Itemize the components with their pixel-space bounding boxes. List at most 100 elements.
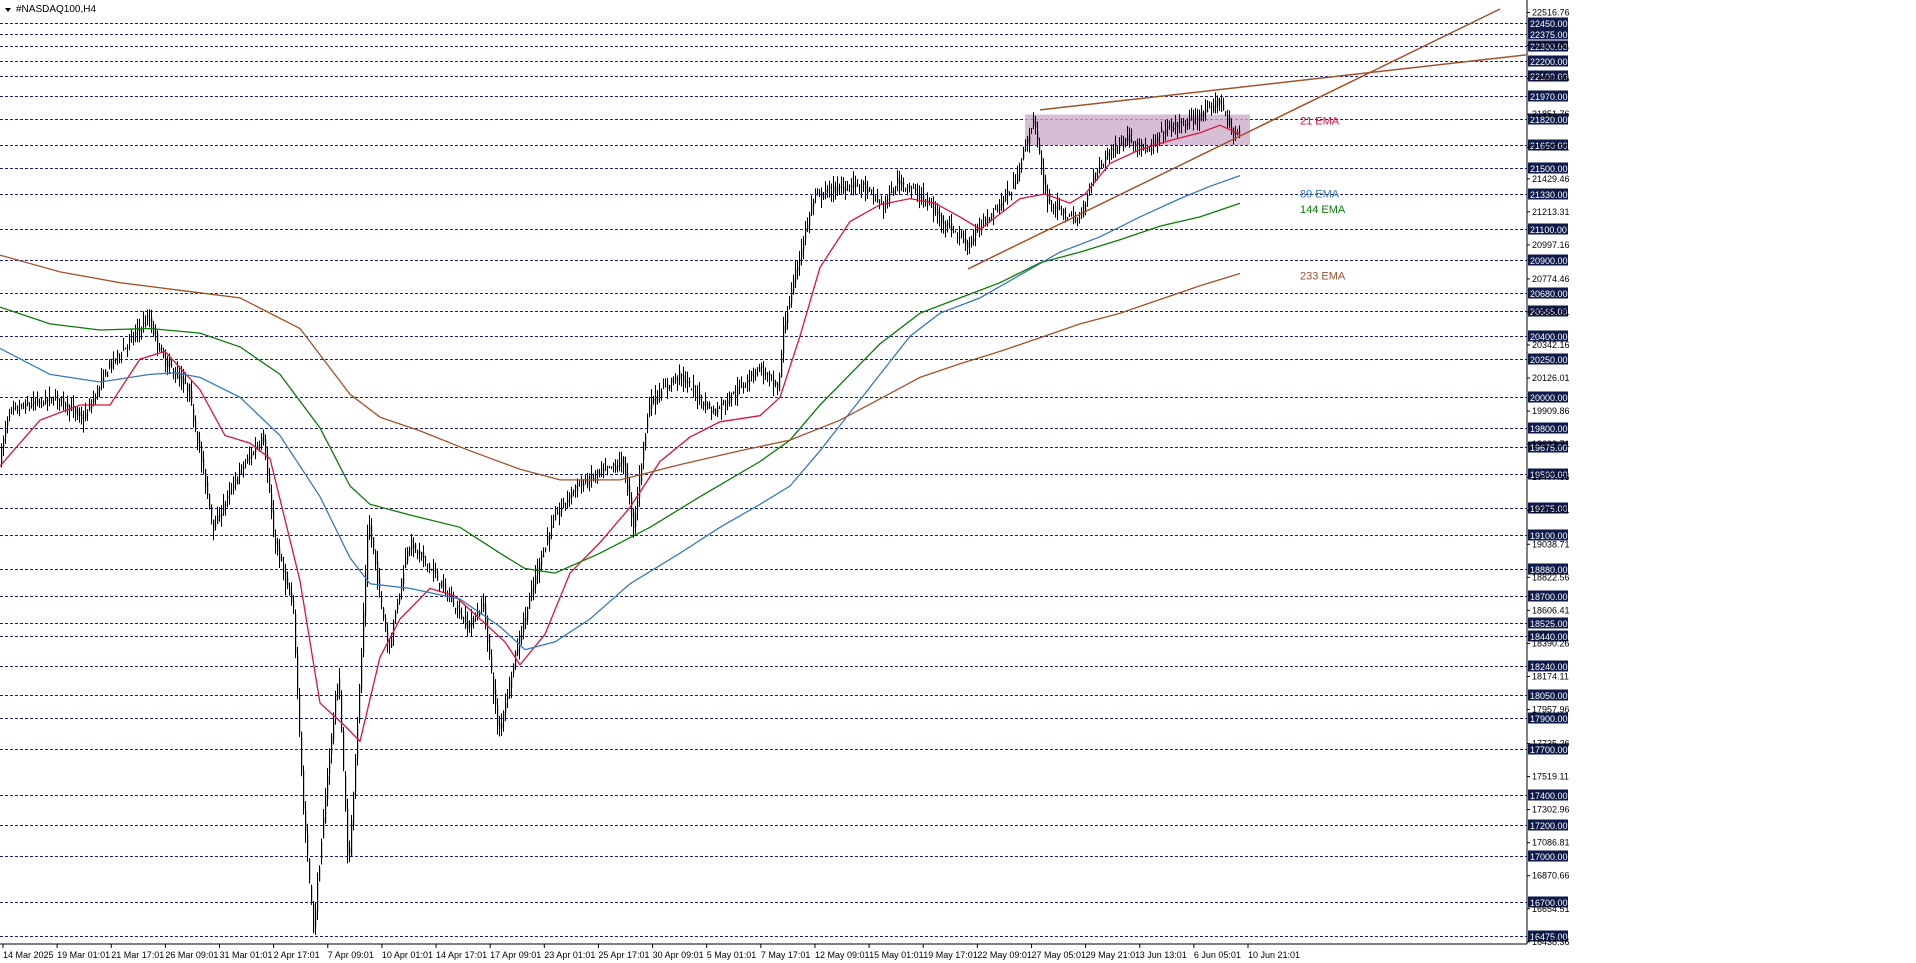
candle-body [1091, 184, 1093, 186]
candle-body [803, 241, 805, 251]
candle-body [741, 385, 743, 387]
level-label-bg [1528, 90, 1568, 102]
candle-body [857, 179, 859, 181]
x-tick-label: 7 Apr 09:01 [328, 950, 374, 960]
candle-body [275, 538, 277, 545]
candle-body [1053, 206, 1055, 208]
candle-body [359, 685, 361, 721]
level-label: 19800.00 [1530, 424, 1568, 434]
candle-body [701, 397, 703, 399]
candle-body [473, 618, 475, 624]
candle-body [1223, 104, 1225, 110]
candle-body [997, 209, 999, 212]
candle-body [1189, 118, 1191, 122]
candle-body [1111, 147, 1113, 151]
level-label: 20900.00 [1530, 256, 1568, 266]
candle-body [691, 389, 693, 391]
candle-body [673, 381, 675, 383]
candle-body [233, 485, 235, 488]
candle-body [1219, 98, 1221, 105]
candle-body [799, 258, 801, 266]
candle-body [39, 401, 41, 404]
candle-body [177, 370, 179, 379]
candle-body [491, 656, 493, 671]
candle-body [1197, 118, 1199, 121]
candle-body [301, 732, 303, 773]
candle-body [505, 702, 507, 714]
candle-body [443, 583, 445, 585]
candle-body [789, 302, 791, 308]
candle-body [845, 187, 847, 191]
level-label: 17200.00 [1530, 821, 1568, 831]
level-label-bg [1528, 287, 1568, 299]
candle-body [371, 526, 373, 540]
candle-body [557, 512, 559, 515]
candle-body [375, 549, 377, 565]
y-tick-label: 21851.76 [1532, 109, 1570, 119]
candle-body [769, 372, 771, 377]
level-label-bg [1528, 254, 1568, 266]
candle-body [455, 608, 457, 610]
candle-body [1139, 145, 1141, 147]
candle-body [1225, 111, 1227, 114]
candle-body [635, 513, 637, 528]
candle-body [597, 469, 599, 475]
candle-body [325, 796, 327, 823]
candle-body [419, 550, 421, 554]
level-label-bg [1528, 630, 1568, 642]
candle-body [953, 231, 955, 233]
candle-body [363, 611, 365, 653]
level-label: 20400.00 [1530, 332, 1568, 342]
level-label-bg [1528, 223, 1568, 235]
candle-body [475, 618, 477, 620]
candle-body [201, 448, 203, 463]
candle-body [943, 222, 945, 225]
candle-body [35, 402, 37, 404]
level-label-bg [1528, 330, 1568, 342]
candle-body [173, 370, 175, 374]
candle-body [167, 359, 169, 368]
candle-body [1143, 147, 1145, 149]
y-tick-label: 19909.86 [1532, 406, 1570, 416]
level-label-bg [1528, 70, 1568, 82]
candle-body [7, 420, 9, 426]
candle-body [1073, 216, 1075, 223]
level-label: 19100.00 [1530, 531, 1568, 541]
candle-body [1155, 139, 1157, 142]
candle-body [231, 490, 233, 492]
candle-body [383, 607, 385, 618]
candle-body [551, 525, 553, 529]
candle-body [259, 445, 261, 448]
y-tick-label: 16438.36 [1532, 937, 1570, 947]
candle-body [109, 361, 111, 368]
candle-body [1207, 109, 1209, 112]
candle-body [1221, 101, 1223, 104]
candle-body [805, 228, 807, 239]
candle-body [723, 401, 725, 403]
candle-body [633, 512, 635, 530]
candle-body [147, 316, 149, 318]
candle-body [577, 482, 579, 492]
candle-body [235, 480, 237, 482]
candle-body [519, 635, 521, 649]
level-label: 16475.00 [1530, 932, 1568, 942]
level-label-bg [1528, 819, 1568, 831]
candle-body [401, 578, 403, 590]
candle-body [543, 554, 545, 557]
candle-body [547, 536, 549, 544]
candle-body [133, 337, 135, 340]
candle-body [487, 616, 489, 643]
candle-body [1117, 150, 1119, 152]
candle-body [939, 214, 941, 217]
candle-body [623, 457, 625, 466]
candle-body [937, 210, 939, 216]
chart-menu-icon[interactable] [5, 8, 11, 12]
candle-body [369, 524, 371, 539]
candle-body [567, 499, 569, 503]
candle-body [991, 213, 993, 218]
candle-body [1115, 142, 1117, 153]
candle-body [891, 190, 893, 193]
candle-body [923, 193, 925, 199]
candle-body [135, 331, 137, 336]
